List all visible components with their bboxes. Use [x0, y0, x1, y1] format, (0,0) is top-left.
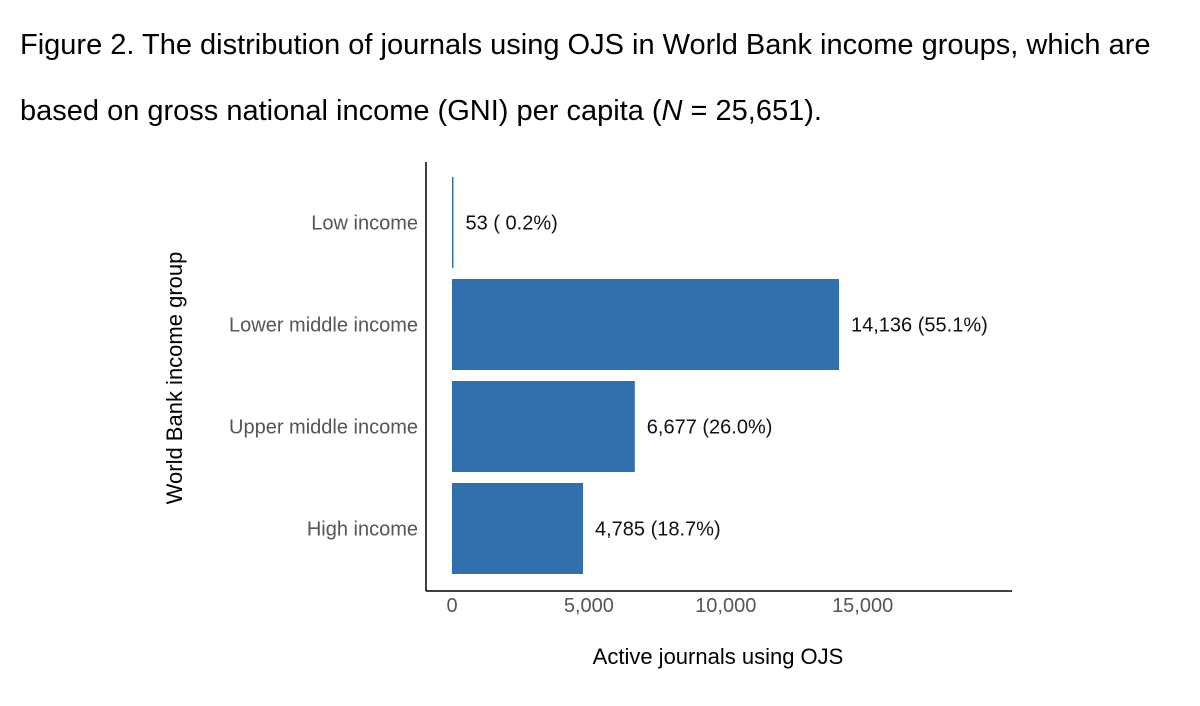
x-tick-label-15000: 15,000: [832, 595, 893, 617]
x-tick-label-5000: 5,000: [564, 595, 614, 617]
bar-lower-middle-income: [452, 279, 839, 370]
y-tick-label-high-income: High income: [307, 519, 418, 541]
bar-labels-group: 53 ( 0.2%) 14,136 (55.1%) 6,677 (26.0%) 4,7…: [466, 213, 988, 541]
x-tick-label-10000: 10,000: [695, 595, 756, 617]
caption-line-1: Figure 2. The distribution of journals u…: [20, 29, 1151, 61]
x-tick-labels-group: 0 5,000 10,000 15,000: [446, 595, 893, 617]
y-tick-label-lower-middle-income: Lower middle income: [229, 315, 418, 337]
y-axis-title: World Bank income group: [162, 252, 187, 505]
data-label-upper-middle-income: 6,677 (26.0%): [647, 417, 773, 439]
caption-line-2-start: based on gross national income (GNI) per…: [20, 95, 662, 127]
y-tick-label-upper-middle-income: Upper middle income: [229, 417, 418, 439]
y-tick-labels-group: Low income Lower middle income Upper middl…: [229, 213, 418, 541]
data-label-high-income: 4,785 (18.7%): [595, 519, 721, 541]
bars-group: [452, 177, 839, 574]
caption-n-symbol: N: [661, 95, 683, 127]
caption-line-2-end: = 25,651).: [682, 95, 822, 127]
bar-high-income: [452, 483, 583, 574]
x-tick-label-0: 0: [446, 595, 457, 617]
data-label-low-income: 53 ( 0.2%): [466, 213, 558, 235]
bar-low-income: [452, 177, 454, 268]
data-label-lower-middle-income: 14,136 (55.1%): [851, 315, 988, 337]
y-tick-label-low-income: Low income: [311, 213, 418, 235]
x-axis-title: Active journals using OJS: [593, 644, 844, 669]
figure-caption: Figure 2. The distribution of journals u…: [20, 12, 1190, 144]
bar-upper-middle-income: [452, 381, 635, 472]
